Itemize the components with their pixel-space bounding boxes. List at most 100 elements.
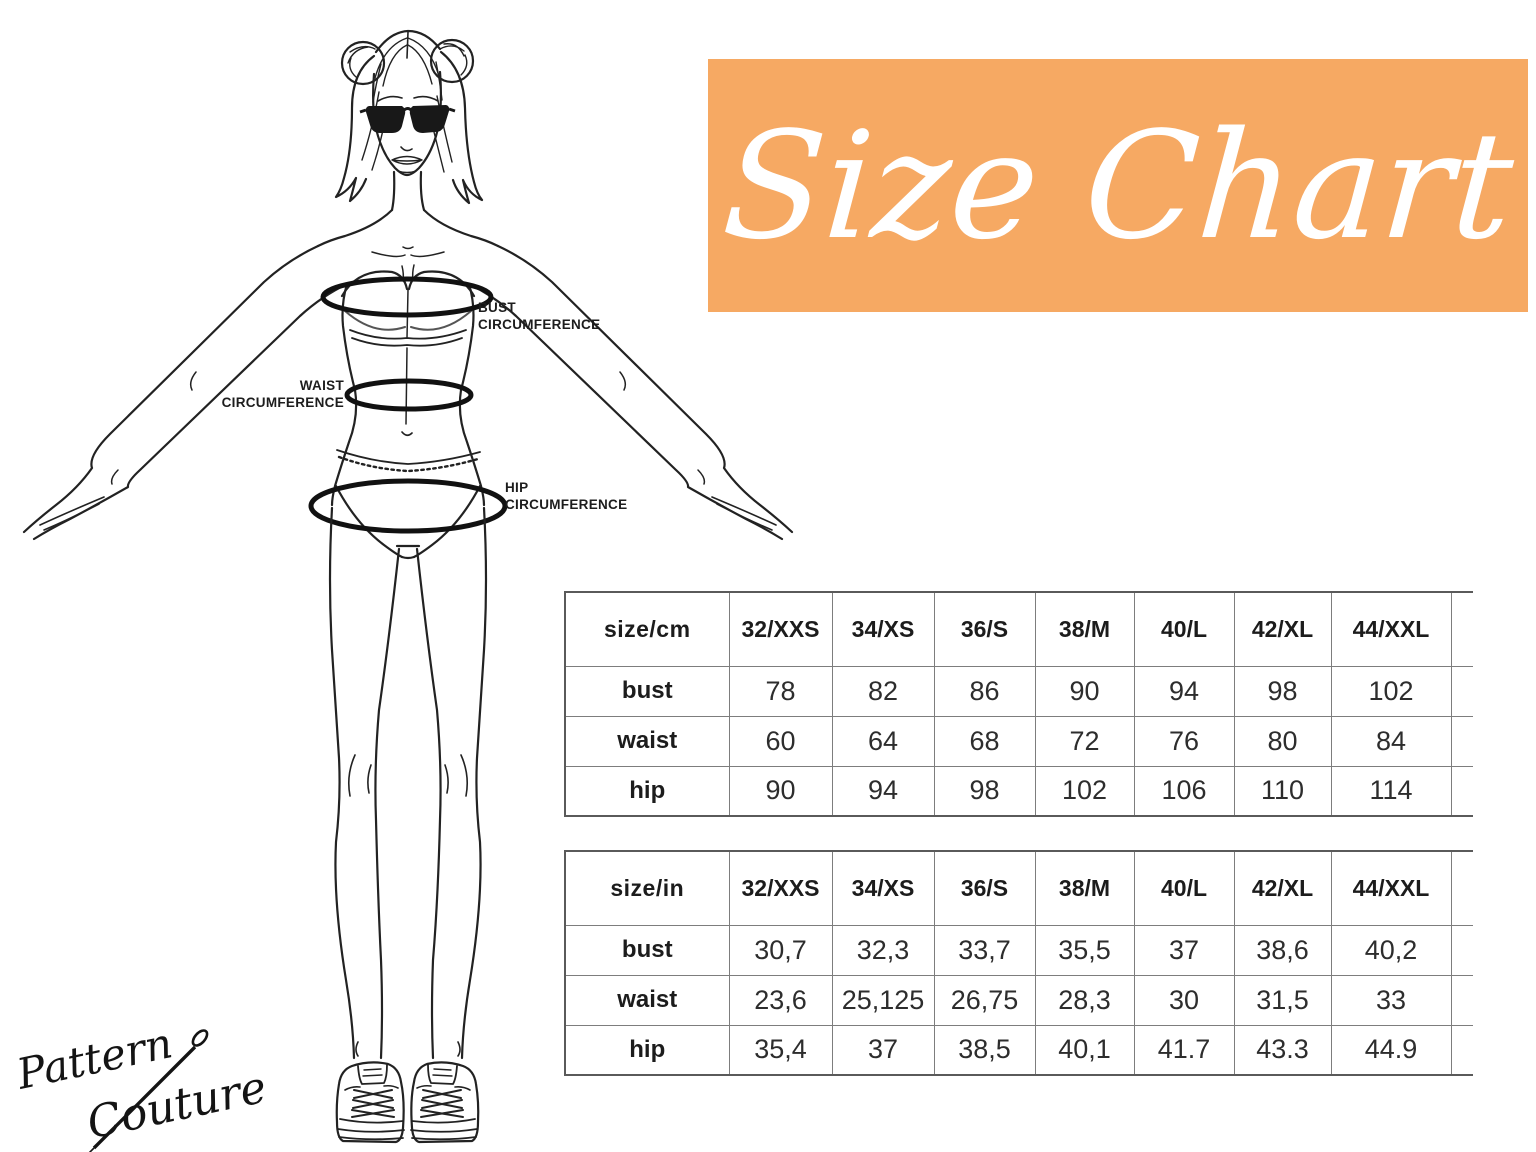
cell-value: 32,3 <box>831 924 935 976</box>
cell-value: 106 <box>1133 765 1235 817</box>
table-row: waist 23,6 25,125 26,75 28,3 30 31,5 33 <box>564 974 1473 1026</box>
cell-value: 40,2 <box>1330 924 1452 976</box>
cell-value: 98 <box>933 765 1036 817</box>
cell-value: 110 <box>1233 765 1332 817</box>
row-label-waist: waist <box>564 715 730 767</box>
size-column-header: 42/XL <box>1233 850 1332 926</box>
cell-value: 37 <box>1133 924 1235 976</box>
table-row: hip 90 94 98 102 106 110 114 <box>564 765 1473 817</box>
row-label-bust: bust <box>564 924 730 976</box>
size-column-header: 36/S <box>933 591 1036 667</box>
cell-value: 90 <box>1034 665 1135 717</box>
row-label-hip: hip <box>564 765 730 817</box>
cell-value: 43.3 <box>1233 1024 1332 1076</box>
bust-label-line2: CIRCUMFERENCE <box>478 316 601 332</box>
cell-value: 33 <box>1330 974 1452 1026</box>
cell-value: 30 <box>1133 974 1235 1026</box>
size-column-header: 32/XXS <box>728 591 833 667</box>
cell-value: 28,3 <box>1034 974 1135 1026</box>
hip-circumference-label: HIP CIRCUMFERENCE <box>505 480 627 513</box>
cell-value: 80 <box>1233 715 1332 767</box>
cell-value: 94 <box>831 765 935 817</box>
sneaker-right-icon <box>410 1061 480 1144</box>
hip-measure-ellipse <box>308 478 508 534</box>
cell-value: 86 <box>933 665 1036 717</box>
bust-label-line1: BUST <box>478 300 516 315</box>
cell-value: 84 <box>1330 715 1452 767</box>
size-column-header: 40/L <box>1133 850 1235 926</box>
table-edge-sliver <box>1450 715 1473 767</box>
size-column-header: 38/M <box>1034 591 1135 667</box>
cell-value: 64 <box>831 715 935 767</box>
size-column-header: 34/XS <box>831 850 935 926</box>
table-corner-cm: size/cm <box>564 591 730 667</box>
page-title: Size Chart <box>717 99 1519 272</box>
brand-logo: Pattern Couture <box>0 1018 280 1152</box>
cell-value: 41.7 <box>1133 1024 1235 1076</box>
sneaker-left-icon <box>335 1061 405 1144</box>
figure-illustration <box>22 29 794 1144</box>
waist-measure-ellipse <box>344 378 474 412</box>
cell-value: 94 <box>1133 665 1235 717</box>
cell-value: 38,6 <box>1233 924 1332 976</box>
size-column-header: 44/XXL <box>1330 591 1452 667</box>
cell-value: 78 <box>728 665 833 717</box>
hair-bun-left-icon <box>340 40 386 86</box>
sunglasses-icon <box>365 105 450 133</box>
cell-value: 31,5 <box>1233 974 1332 1026</box>
cell-value: 25,125 <box>831 974 935 1026</box>
size-column-header: 38/M <box>1034 850 1135 926</box>
row-label-hip: hip <box>564 1024 730 1076</box>
hair-bun-right-icon <box>429 38 475 84</box>
size-column-header: 40/L <box>1133 591 1235 667</box>
cell-value: 102 <box>1034 765 1135 817</box>
cell-value: 60 <box>728 715 833 767</box>
size-column-header: 34/XS <box>831 591 935 667</box>
size-column-header: 32/XXS <box>728 850 833 926</box>
size-table-cm: size/cm 32/XXS 34/XS 36/S 38/M 40/L 42/X… <box>564 591 1473 817</box>
cell-value: 40,1 <box>1034 1024 1135 1076</box>
table-row: hip 35,4 37 38,5 40,1 41.7 43.3 44.9 <box>564 1024 1473 1076</box>
cell-value: 102 <box>1330 665 1452 717</box>
cell-value: 76 <box>1133 715 1235 767</box>
size-column-header: 36/S <box>933 850 1036 926</box>
cell-value: 30,7 <box>728 924 833 976</box>
hip-label-line2: CIRCUMFERENCE <box>505 496 628 512</box>
cell-value: 44.9 <box>1330 1024 1452 1076</box>
waist-circumference-label: WAIST CIRCUMFERENCE <box>164 378 344 411</box>
cell-value: 35,5 <box>1034 924 1135 976</box>
hip-label-line1: HIP <box>505 480 529 495</box>
cell-value: 33,7 <box>933 924 1036 976</box>
title-banner: Size Chart <box>708 59 1528 312</box>
table-row: waist 60 64 68 72 76 80 84 <box>564 715 1473 767</box>
cell-value: 98 <box>1233 665 1332 717</box>
table-edge-sliver <box>1450 850 1473 926</box>
cell-value: 38,5 <box>933 1024 1036 1076</box>
cell-value: 35,4 <box>728 1024 833 1076</box>
cell-value: 72 <box>1034 715 1135 767</box>
table-edge-sliver <box>1450 591 1473 667</box>
row-label-waist: waist <box>564 974 730 1026</box>
table-edge-sliver <box>1450 924 1473 976</box>
cell-value: 26,75 <box>933 974 1036 1026</box>
table-edge-sliver <box>1450 1024 1473 1076</box>
cell-value: 37 <box>831 1024 935 1076</box>
table-edge-sliver <box>1450 974 1473 1026</box>
bust-circumference-label: BUST CIRCUMFERENCE <box>478 300 600 333</box>
cell-value: 90 <box>728 765 833 817</box>
cell-value: 68 <box>933 715 1036 767</box>
table-row: bust 78 82 86 90 94 98 102 <box>564 665 1473 717</box>
table-row: bust 30,7 32,3 33,7 35,5 37 38,6 40,2 <box>564 924 1473 976</box>
table-edge-sliver <box>1450 765 1473 817</box>
size-column-header: 42/XL <box>1233 591 1332 667</box>
size-table-in: size/in 32/XXS 34/XS 36/S 38/M 40/L 42/X… <box>564 850 1473 1076</box>
waist-label-line2: CIRCUMFERENCE <box>221 394 344 410</box>
row-label-bust: bust <box>564 665 730 717</box>
cell-value: 114 <box>1330 765 1452 817</box>
size-column-header: 44/XXL <box>1330 850 1452 926</box>
bust-measure-ellipse <box>320 276 494 318</box>
cell-value: 23,6 <box>728 974 833 1026</box>
table-corner-in: size/in <box>564 850 730 926</box>
cell-value: 82 <box>831 665 935 717</box>
